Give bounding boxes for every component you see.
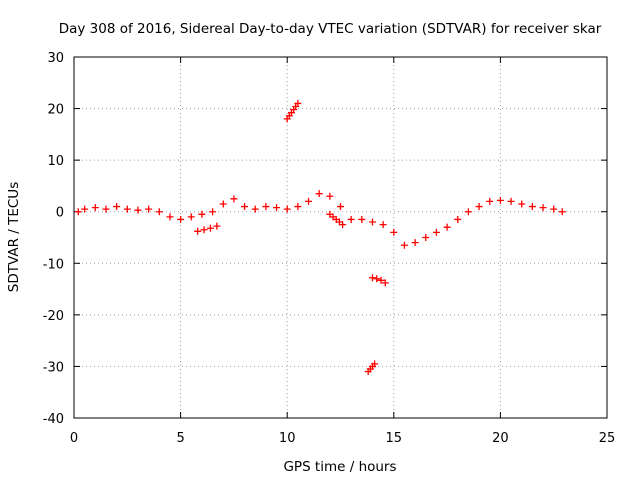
data-point [200,226,208,234]
data-point [550,205,558,213]
series [326,210,347,229]
data-point [315,190,323,198]
y-tick-label: -30 [43,360,64,375]
data-point [539,204,547,212]
grid [74,57,607,418]
chart-title: Day 308 of 2016, Sidereal Day-to-day VTE… [59,21,602,37]
data-point [283,205,291,213]
data-point [390,228,398,236]
data-point [371,360,379,368]
x-tick-labels: 0 5 10 15 20 25 [70,431,615,446]
y-tick-label: -10 [43,257,64,272]
data-point [379,221,387,229]
data-point [337,203,344,211]
series [364,360,379,376]
data-point [251,205,259,213]
data-point [305,197,313,205]
plot-frame [73,56,608,419]
data-point [373,275,381,283]
data-point [400,241,408,249]
data-point [558,208,566,216]
x-tick-label: 0 [70,431,78,446]
data-point [368,218,376,226]
data-point [377,276,385,284]
data-point [102,205,110,213]
x-tick-label: 15 [386,431,403,446]
data-point [145,205,153,213]
series [74,190,566,249]
data-point [422,234,430,241]
data-point [74,208,82,216]
data-point [177,215,185,223]
data-point [187,213,195,221]
x-tick-label: 25 [599,431,616,446]
data-point [113,203,121,211]
series [194,222,221,235]
data-point [381,279,389,287]
y-tick-label: -20 [43,309,64,324]
data-point [347,215,355,223]
data-point [241,203,249,211]
data-point [432,228,440,236]
data-point [294,203,302,211]
series [368,274,389,287]
data-point [475,203,483,211]
data-point [464,208,472,216]
data-point [155,208,163,216]
data-point [230,195,238,203]
series [283,99,302,123]
data-point [326,192,334,200]
x-tick-label: 20 [492,431,509,446]
data-point [91,204,99,212]
data-point [273,204,281,212]
y-tick-label: 0 [56,206,64,221]
data-point [518,200,526,208]
data-point [209,208,217,216]
data-point [507,197,515,205]
data-point [486,197,494,205]
y-tick-label: 30 [47,51,64,66]
data-point [528,203,536,211]
data-point [358,215,366,223]
data-point [198,210,206,218]
y-tick-label: 10 [47,154,64,169]
data-point [123,205,131,213]
x-tick-label: 5 [176,431,184,446]
data-point [368,274,376,282]
data-point [262,203,270,211]
y-axis-label: SDTVAR / TECUs [6,182,22,292]
data-point [219,200,227,208]
y-tick-label: 20 [47,103,64,118]
data-points [74,99,566,376]
y-tick-label: -40 [43,412,64,427]
data-point [213,222,221,230]
data-point [194,227,202,235]
data-point [454,215,462,223]
data-point [134,206,142,214]
x-axis-label: GPS time / hours [283,459,396,475]
data-point [206,224,214,232]
axis-ticks [73,56,608,419]
x-tick-label: 10 [279,431,296,446]
data-point [339,221,347,229]
data-point [81,205,89,213]
y-tick-labels: -40 -30 -20 -10 0 10 20 30 [43,51,64,427]
data-point [496,196,504,204]
data-point [411,239,419,247]
data-point [443,223,451,231]
data-point [294,99,302,107]
data-point [166,213,174,221]
